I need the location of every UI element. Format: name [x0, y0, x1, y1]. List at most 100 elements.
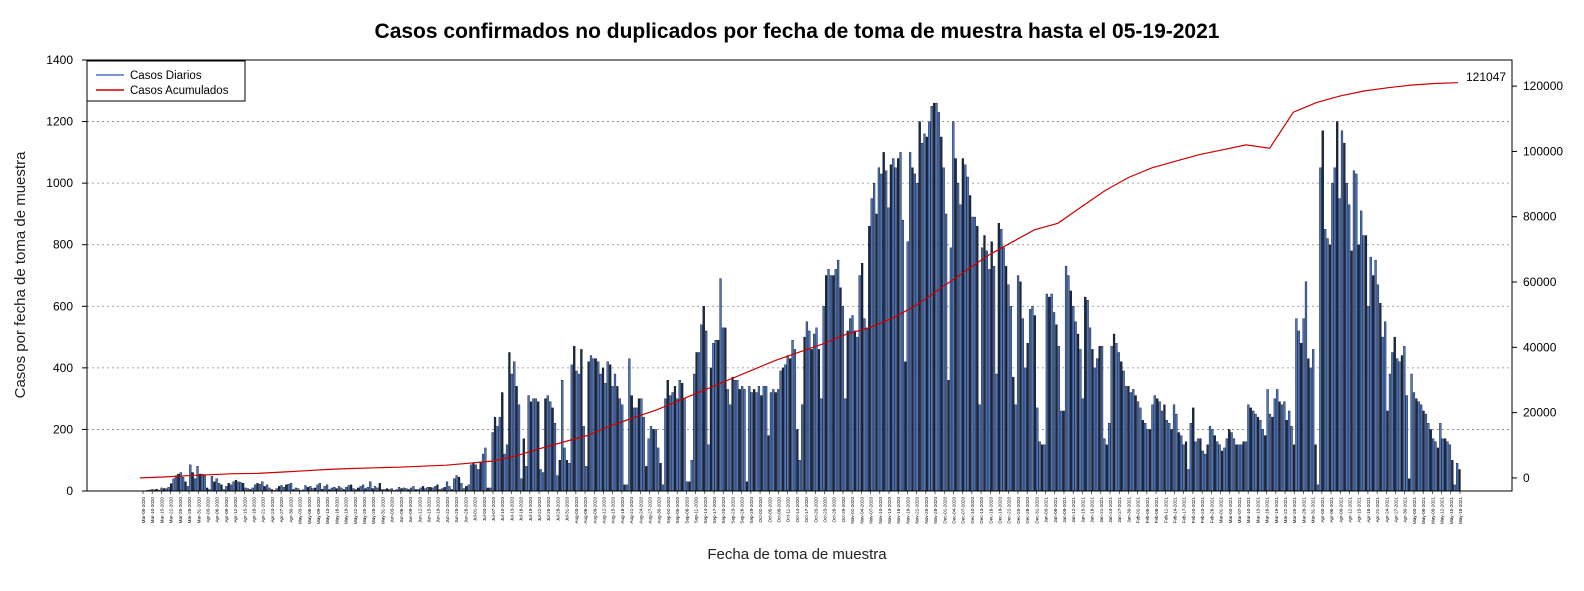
bar — [1141, 420, 1144, 492]
bar — [553, 423, 557, 492]
bar — [1084, 296, 1087, 492]
bar — [992, 266, 996, 492]
x-tick-label: Apr-18-2020 — [252, 497, 257, 523]
bar — [1336, 121, 1339, 492]
bar — [990, 241, 993, 492]
bar — [609, 364, 612, 492]
bar — [729, 404, 732, 492]
bar — [1381, 336, 1384, 492]
bar — [779, 370, 782, 492]
x-tick-label: Oct-23-2020 — [823, 497, 828, 523]
bar — [1172, 404, 1176, 492]
y-tick-label: 600 — [53, 299, 73, 313]
bar — [1408, 478, 1411, 492]
bar — [496, 426, 499, 492]
x-tick-label: Jul-01-2020 — [473, 497, 478, 522]
bar — [661, 484, 665, 492]
bar — [285, 484, 288, 492]
bar — [741, 386, 744, 492]
bar — [705, 330, 708, 492]
bar — [1230, 432, 1233, 492]
y-tick-label: 1400 — [46, 53, 73, 67]
bar — [1021, 318, 1024, 492]
chart-title: Casos confirmados no duplicados por fech… — [375, 20, 1220, 43]
bar — [853, 330, 857, 492]
bar — [570, 364, 573, 492]
bar — [997, 222, 1000, 492]
x-tick-label: Mar-31-2020 — [196, 497, 201, 524]
x-tick-label: Mar-31-2021 — [1311, 497, 1316, 524]
bar — [717, 339, 720, 492]
bar — [1235, 444, 1238, 492]
bar — [345, 487, 348, 492]
bar — [954, 158, 957, 492]
x-tick-label: Jul-19-2020 — [528, 497, 533, 522]
bar — [167, 487, 170, 492]
bar — [256, 483, 259, 492]
bar — [801, 404, 804, 492]
bar — [544, 398, 547, 492]
bar — [347, 485, 350, 492]
bar — [1175, 413, 1178, 492]
x-tick-label: Aug-24-2020 — [638, 497, 643, 524]
x-tick-label: Oct-29-2020 — [841, 497, 846, 523]
bar — [241, 483, 245, 492]
bar — [625, 484, 629, 492]
bar — [1441, 438, 1444, 492]
bar — [1208, 426, 1212, 492]
bar — [184, 481, 187, 492]
bar — [1060, 410, 1063, 492]
x-tick-label: Nov-19-2020 — [905, 497, 910, 524]
bar — [1105, 444, 1108, 492]
bar — [1038, 441, 1041, 492]
x-tick-label: Dec-22-2020 — [1007, 497, 1012, 524]
x-tick-label: May-15-2021 — [1449, 497, 1454, 525]
x-tick-label: Jan-18-2021 — [1090, 497, 1095, 523]
bar — [1273, 398, 1276, 492]
bar — [942, 167, 945, 492]
bar — [227, 483, 230, 492]
bar — [546, 395, 549, 492]
bar — [901, 219, 905, 492]
bar — [743, 389, 746, 492]
bar — [1331, 182, 1334, 492]
bar — [1028, 309, 1032, 492]
x-tick-label: Apr-24-2020 — [270, 497, 275, 523]
bar — [719, 278, 722, 492]
x-tick-label: Jul-28-2020 — [555, 497, 560, 522]
x-tick-label: Dec-04-2020 — [952, 497, 957, 524]
x-tick-label: May-18-2021 — [1458, 497, 1463, 525]
x-tick-label: Nov-16-2020 — [896, 497, 901, 524]
bar — [685, 481, 689, 492]
bar — [870, 198, 873, 492]
bar — [349, 484, 353, 492]
bar — [1247, 404, 1250, 492]
bar — [455, 475, 458, 492]
bar — [194, 478, 197, 492]
x-tick-label: Aug-27-2020 — [648, 497, 653, 524]
bar — [721, 327, 725, 492]
bar — [793, 349, 797, 492]
bar — [1002, 247, 1005, 492]
x-tick-label: Mar-19-2021 — [1274, 497, 1279, 524]
bar — [1091, 349, 1094, 492]
bar — [1026, 343, 1029, 492]
bar — [918, 121, 921, 492]
bar — [304, 485, 307, 492]
cumulative-line — [139, 82, 1459, 479]
bar — [844, 398, 847, 492]
bar — [1434, 441, 1437, 492]
bar — [777, 389, 780, 492]
bar — [935, 102, 938, 492]
x-tick-label: Dec-25-2020 — [1016, 497, 1021, 524]
bar — [306, 487, 309, 492]
bar — [309, 486, 312, 492]
bar — [949, 247, 952, 492]
bar — [652, 429, 655, 492]
bar — [753, 389, 756, 492]
x-tick-label: Apr-21-2020 — [261, 497, 266, 523]
bar — [589, 355, 593, 492]
bar — [657, 447, 660, 492]
bar — [1201, 450, 1204, 492]
x-tick-label: Apr-12-2021 — [1348, 497, 1353, 523]
